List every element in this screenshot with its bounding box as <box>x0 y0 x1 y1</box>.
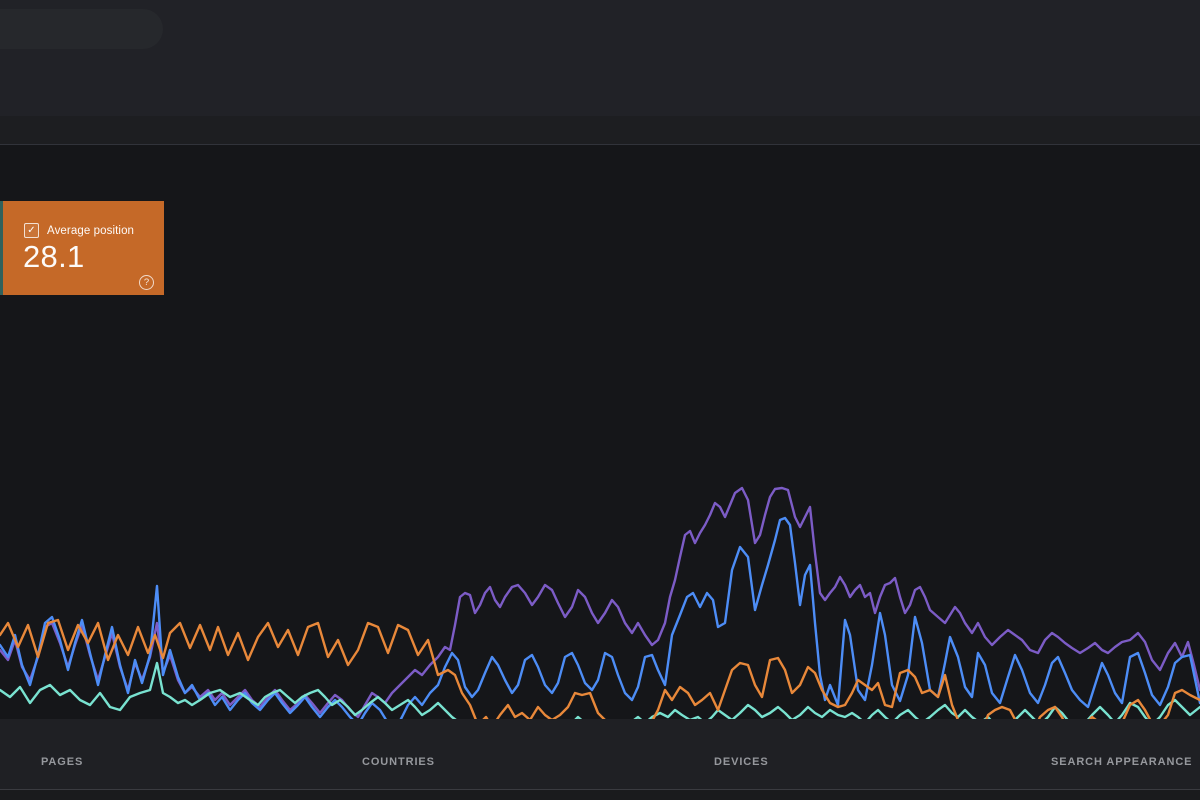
chart-line-purple <box>0 486 1200 719</box>
tab-pages[interactable]: PAGES <box>41 756 84 768</box>
search-input[interactable] <box>0 9 163 49</box>
table-area-strip <box>0 790 1200 800</box>
metric-card-value: 28.1 <box>23 239 85 274</box>
average-position-card[interactable]: ✓ Average position 28.1 ? <box>3 201 164 295</box>
tab-search-appearance[interactable]: SEARCH APPEARANCE <box>1051 756 1193 768</box>
chart-line-blue <box>0 516 1200 732</box>
adjacent-metric-card-edge <box>0 201 3 295</box>
performance-chart-card: ✓ Average position 28.1 ? 5/3/235/19/236… <box>0 145 1200 749</box>
metric-card-label: Average position <box>47 224 135 237</box>
dimension-tabs-band: PAGES COUNTRIES DEVICES SEARCH APPEARANCE <box>0 719 1200 790</box>
tab-devices[interactable]: DEVICES <box>714 756 769 768</box>
tab-countries[interactable]: COUNTRIES <box>362 756 435 768</box>
toolbar-band <box>0 116 1200 145</box>
line-chart <box>0 486 1200 749</box>
checked-checkbox-icon[interactable]: ✓ <box>24 223 39 238</box>
help-icon[interactable]: ? <box>139 275 154 290</box>
top-app-bar <box>0 0 1200 116</box>
metric-card-header: ✓ Average position <box>24 223 134 238</box>
